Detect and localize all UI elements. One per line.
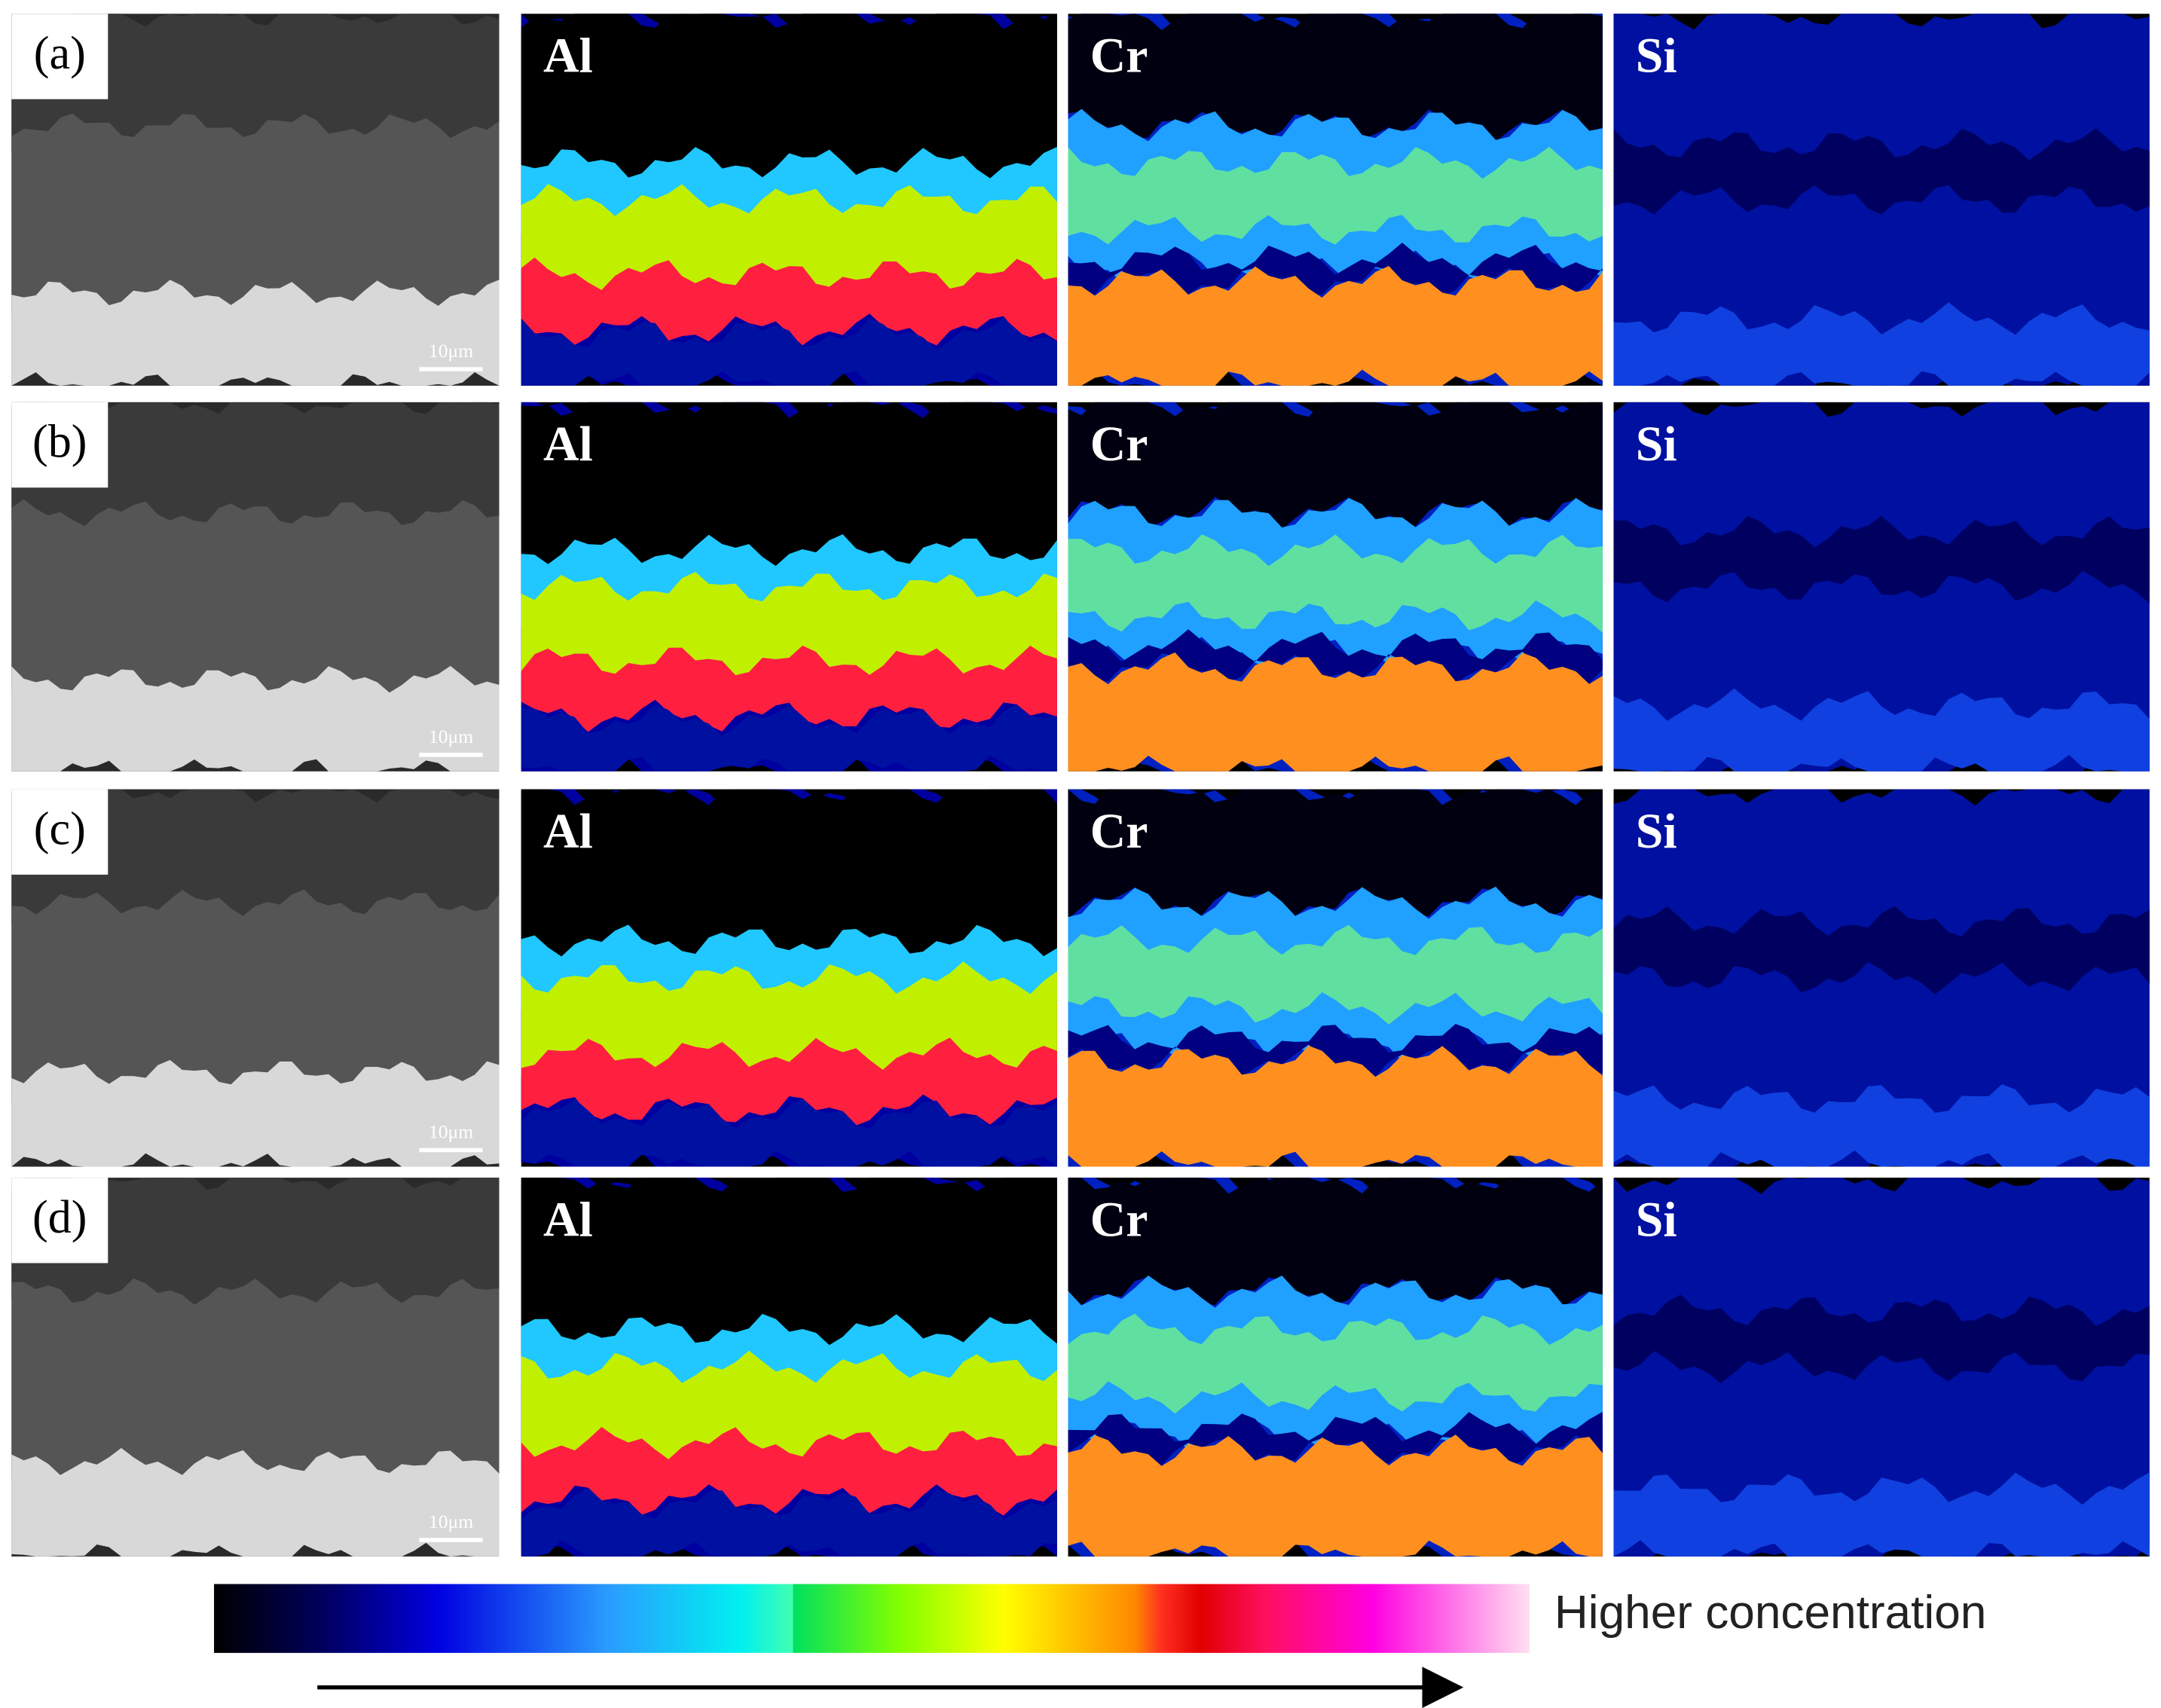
colorbar-label: Higher concentration	[1554, 1587, 1986, 1639]
map-layer	[1613, 128, 2150, 215]
map-layer	[1068, 1435, 1603, 1557]
map-layer	[1068, 146, 1603, 245]
map-layer	[1613, 515, 2150, 603]
panel-label-box	[11, 402, 109, 488]
map-layer	[1613, 688, 2150, 772]
map-layer	[1068, 265, 1603, 386]
element-label: Si	[1636, 1192, 1677, 1247]
map-layer	[1068, 652, 1603, 772]
panel-label: (b)	[32, 417, 87, 468]
map-layer	[521, 1037, 1057, 1126]
map-layer	[521, 1427, 1057, 1516]
sem-layer	[11, 280, 500, 386]
panel-label: (a)	[34, 28, 86, 79]
map-layer	[1068, 1313, 1603, 1414]
scale-bar-label: 10μm	[429, 1511, 473, 1532]
map-layer	[1068, 924, 1603, 1025]
sem-layer	[11, 889, 500, 1105]
map-layer	[521, 789, 1057, 964]
sem-layer	[11, 14, 500, 157]
map-layer	[1068, 534, 1603, 633]
panel-label-box	[11, 14, 109, 99]
scale-bar-label: 10μm	[429, 726, 473, 747]
map-layer	[1613, 1294, 2150, 1384]
map-layer	[1068, 1023, 1603, 1077]
element-label: Al	[543, 804, 593, 859]
map-layer	[1068, 14, 1603, 142]
map-layer	[1613, 789, 2150, 1167]
map-layer	[521, 704, 1057, 772]
map-layer	[521, 645, 1057, 732]
element-label: Si	[1636, 29, 1677, 84]
element-label: Al	[543, 29, 593, 84]
map-layer	[1613, 1178, 2150, 1557]
map-layer	[521, 14, 1057, 187]
panel-label-box	[11, 789, 109, 875]
element-label: Cr	[1090, 804, 1148, 859]
map-layer	[1613, 302, 2150, 386]
sem-layer	[11, 1059, 500, 1167]
scale-bar-label: 10μm	[429, 1121, 473, 1143]
map-layer	[1613, 906, 2150, 995]
sem-layer	[11, 499, 500, 711]
map-layer	[1068, 629, 1603, 684]
element-label: Cr	[1090, 29, 1148, 84]
element-label: Si	[1636, 804, 1677, 859]
element-label: Al	[543, 417, 593, 472]
map-layer	[1068, 1411, 1603, 1466]
map-layer	[521, 1178, 1057, 1353]
map-layer	[1068, 243, 1603, 297]
panel-label: (c)	[34, 803, 86, 854]
element-label: Al	[543, 1192, 593, 1247]
map-layer	[521, 1350, 1057, 1467]
map-layer	[521, 961, 1057, 1077]
map-layer	[1068, 402, 1603, 530]
element-label: Cr	[1090, 417, 1148, 472]
scale-bar-label: 10μm	[429, 340, 473, 362]
map-layer	[521, 184, 1057, 298]
map-layer	[521, 1098, 1057, 1167]
sem-layer	[11, 1447, 500, 1557]
map-layer	[521, 317, 1057, 386]
sem-layer	[11, 1278, 500, 1495]
panel-label-box	[11, 1178, 109, 1263]
map-layer	[1068, 789, 1603, 919]
sem-layer	[11, 789, 500, 934]
panel-label: (d)	[32, 1192, 87, 1243]
map-layer	[521, 402, 1057, 573]
map-layer	[1613, 1472, 2150, 1557]
map-layer	[1613, 1084, 2150, 1167]
map-layer	[521, 1487, 1057, 1557]
sem-layer	[11, 113, 500, 325]
map-layer	[1068, 1178, 1603, 1308]
element-label: Si	[1636, 417, 1677, 472]
map-layer	[1068, 1045, 1603, 1167]
element-label: Cr	[1090, 1192, 1148, 1247]
colorbar	[214, 1584, 1530, 1653]
sem-layer	[11, 665, 500, 772]
